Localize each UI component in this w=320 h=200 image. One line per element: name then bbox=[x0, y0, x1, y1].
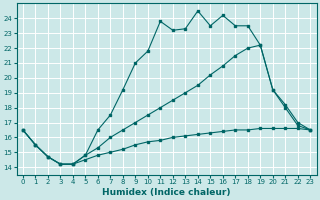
X-axis label: Humidex (Indice chaleur): Humidex (Indice chaleur) bbox=[102, 188, 231, 197]
